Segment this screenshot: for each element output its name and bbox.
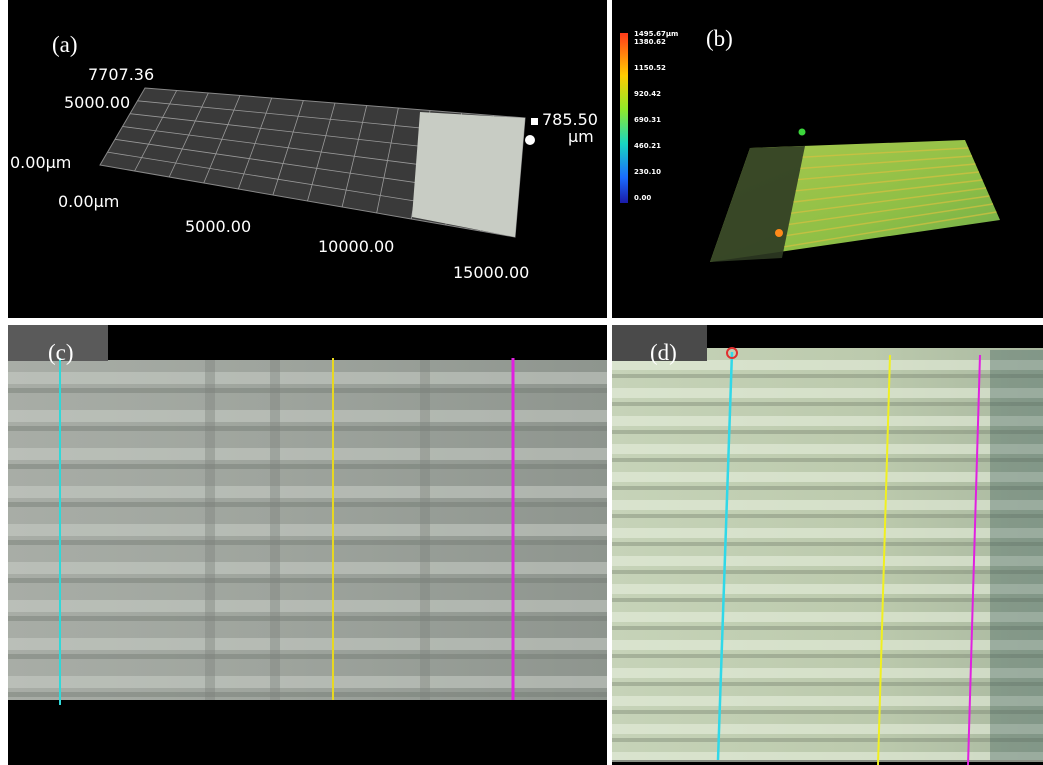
stripe <box>612 752 1043 762</box>
stripe <box>612 486 1043 490</box>
stripe <box>612 528 1043 538</box>
axis-label: 5000.00 <box>185 217 251 236</box>
stripe <box>8 464 607 469</box>
axis-label: 5000.00 <box>64 93 130 112</box>
stripe <box>8 562 607 574</box>
stripe <box>8 448 607 460</box>
seam <box>420 360 430 700</box>
stripe <box>612 570 1043 574</box>
stripe <box>8 638 607 650</box>
stripe <box>612 710 1043 714</box>
edge-band <box>990 350 1043 760</box>
marker <box>525 135 535 145</box>
marker <box>775 229 783 237</box>
colorbar-label: 1380.62 <box>634 38 666 46</box>
stripe <box>612 514 1043 518</box>
colorbar <box>620 33 628 203</box>
stripe <box>8 426 607 431</box>
seam <box>270 360 280 700</box>
colorbar-label: 690.31 <box>634 116 661 124</box>
stripe <box>8 578 607 583</box>
stripe <box>612 640 1043 650</box>
stripe <box>612 626 1043 630</box>
stripe <box>612 556 1043 566</box>
axis-label: 15000.00 <box>453 263 529 282</box>
axis-label: 0.00µm <box>58 192 119 211</box>
stripe <box>612 500 1043 510</box>
colorbar-label: 1495.67µm <box>634 30 678 38</box>
panel-label: (c) <box>48 340 74 365</box>
axis-label: 0.00µm <box>10 153 71 172</box>
axis-label: µm <box>568 127 594 146</box>
seam <box>205 360 215 700</box>
stripe <box>612 542 1043 546</box>
colorbar-label: 1150.52 <box>634 64 666 72</box>
stripe <box>612 598 1043 602</box>
stripe <box>612 696 1043 706</box>
stripe <box>8 654 607 659</box>
stripe <box>612 584 1043 594</box>
panel-label: (d) <box>650 340 677 365</box>
stripe <box>8 410 607 422</box>
stripe <box>8 600 607 612</box>
stripe <box>8 540 607 545</box>
stripe <box>612 458 1043 462</box>
panel-label: (b) <box>706 26 733 51</box>
colorbar-label: 0.00 <box>634 194 651 202</box>
colorbar-label: 920.42 <box>634 90 661 98</box>
axis-label: 10000.00 <box>318 237 394 256</box>
colorbar-label: 230.10 <box>634 168 661 176</box>
stripe <box>8 616 607 621</box>
panel-label: (a) <box>52 32 78 57</box>
stripe <box>8 692 607 697</box>
axis-label: 7707.36 <box>88 65 154 84</box>
stripe <box>8 388 607 393</box>
stripe <box>612 682 1043 686</box>
stripe <box>612 472 1043 482</box>
stripe <box>8 676 607 688</box>
stripe <box>612 612 1043 622</box>
stripe <box>612 654 1043 658</box>
colorbar-label: 460.21 <box>634 142 661 150</box>
stripe <box>8 372 607 384</box>
stripe <box>8 486 607 498</box>
marker <box>531 118 538 125</box>
stripe <box>8 524 607 536</box>
stripe <box>612 724 1043 734</box>
surface-scan <box>412 112 525 237</box>
marker <box>799 129 806 136</box>
stripe <box>612 738 1043 742</box>
figure: (a) 7707.36 5000.00 0.00µm 0.00µm 5000.0… <box>0 0 1043 765</box>
stripe <box>612 668 1043 678</box>
stripe <box>8 502 607 507</box>
